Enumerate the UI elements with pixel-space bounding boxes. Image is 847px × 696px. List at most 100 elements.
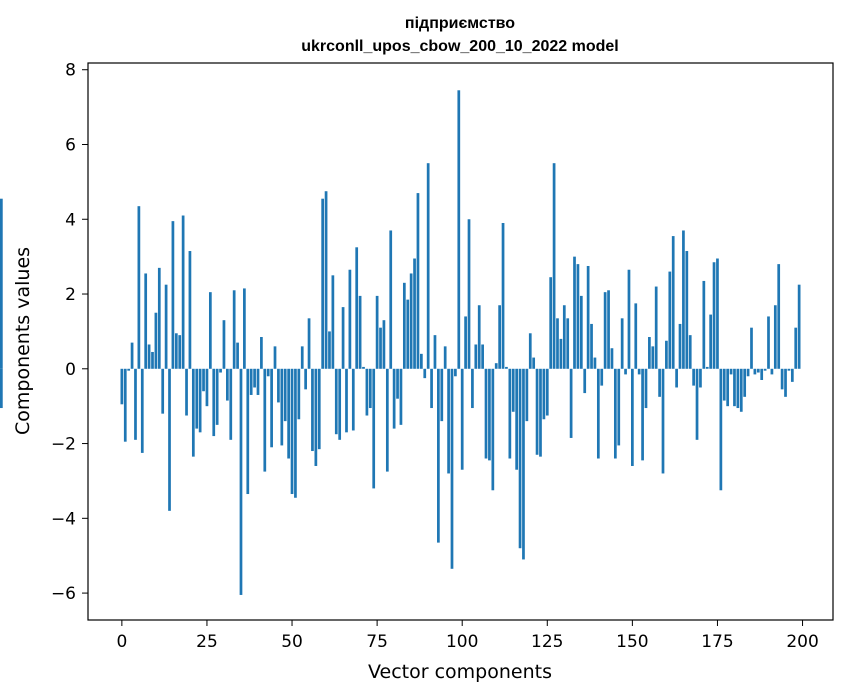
y-tick-label: 8 [65,61,76,81]
bar-132 [569,368,573,438]
bar-34 [236,342,239,369]
bar-192 [773,305,777,369]
bar-88 [420,353,423,369]
bar-135 [579,295,583,369]
bar-3 [130,342,134,369]
bar-38 [249,368,253,395]
x-tick-label: 175 [701,632,733,652]
bar-76 [379,327,382,369]
bar-114 [508,368,512,459]
bar-1 [123,368,127,442]
bar-71 [362,366,365,369]
bar-37 [246,368,250,495]
bar-41 [260,337,263,369]
bar-163 [675,368,678,388]
bar-112 [501,223,505,369]
bar-137 [586,265,590,369]
bar-33 [232,290,236,369]
bar-72 [365,368,369,416]
bar-134 [576,264,580,369]
bar-12 [161,368,165,414]
bar-78 [385,368,389,472]
bar-84 [406,299,410,369]
bar-165 [682,230,685,369]
bar-187 [756,368,760,373]
bars-group [0,90,801,595]
bar-168 [692,368,695,386]
x-tick-label: 200 [786,632,818,652]
bar-43 [266,368,270,377]
bar-183 [743,368,747,397]
bar-26 [208,292,212,369]
bar-4 [134,368,137,440]
bar-50 [290,368,294,495]
bar-162 [671,236,675,369]
bar-97 [450,368,454,569]
bar-79 [389,230,393,369]
x-axis-label: Vector components [368,661,552,683]
bar-146 [617,368,621,446]
bar-166 [685,251,689,369]
bar-188 [760,368,764,380]
bar-75 [375,295,379,369]
bar-30 [222,320,226,369]
bar-180 [733,368,736,407]
bar-148 [624,368,627,375]
bar-29 [219,368,222,373]
bar-25 [205,368,209,407]
bar-36 [243,288,246,369]
bar-102 [467,219,471,369]
bar-164 [678,323,682,369]
x-tick-label: 75 [366,632,388,652]
bar-176 [719,368,723,491]
bar-123 [539,368,542,457]
y-tick-label: 0 [65,360,76,380]
bar-107 [484,368,488,459]
bar-174 [712,262,716,369]
y-tick-label: 6 [65,135,76,155]
bar-39 [253,368,256,388]
bar-193 [777,264,781,369]
bar-175 [716,258,719,369]
bar-35 [239,368,243,595]
bar-66 [345,368,348,433]
bar-177 [722,368,726,401]
bar-117 [518,368,522,549]
bar-119 [525,368,529,422]
bar-181 [736,368,740,409]
bar-48 [283,368,287,422]
bar-83 [402,282,406,369]
bar-116 [515,368,519,470]
bar-171 [702,280,706,369]
bar-85 [409,273,413,369]
bar-156 [651,346,655,369]
bar-62 [331,275,335,369]
chart-title-line-2: ukrconll_upos_cbow_200_10_2022 model [301,38,618,55]
bar-10 [154,312,158,369]
bar-173 [709,314,713,369]
bar-13 [164,284,168,369]
bar-125 [545,368,549,416]
bar-110 [494,363,498,369]
bar-17 [178,335,182,369]
bar-103 [471,368,474,409]
bar-195 [784,368,787,397]
bar-140 [596,368,600,459]
bar-undefined [0,198,3,369]
bar-144 [610,348,614,369]
bar-143 [607,290,610,369]
bar-150 [631,368,634,466]
bar-161 [668,271,672,369]
bar-56 [311,368,314,452]
bar-14 [168,368,171,511]
bar-28 [215,368,219,425]
bar-93 [437,368,440,543]
bar-80 [392,368,396,429]
y-tick-label: 4 [65,210,76,230]
bar-27 [212,368,216,437]
bar-154 [644,368,648,409]
bar-127 [552,163,556,369]
bar-65 [341,307,345,369]
bar-151 [634,303,638,369]
bar-198 [794,327,798,369]
